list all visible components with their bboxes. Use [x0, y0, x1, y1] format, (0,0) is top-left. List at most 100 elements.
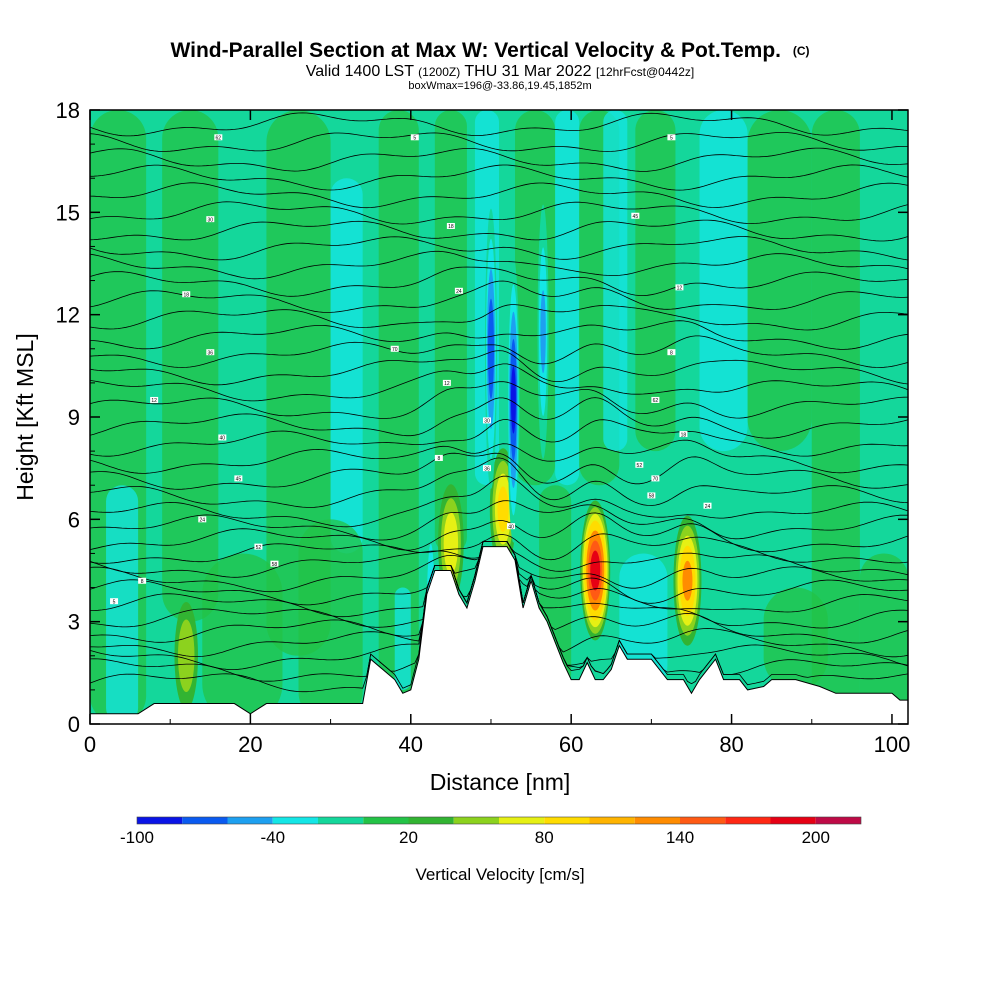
- velocity-band: [763, 587, 828, 690]
- isentrope-line: [90, 219, 908, 242]
- velocity-band: [394, 587, 411, 690]
- isentrope-label: 36: [208, 350, 214, 356]
- colorbar: [136, 816, 862, 825]
- isentrope-label-box: [507, 523, 516, 530]
- velocity-cores: [174, 204, 702, 724]
- colorbar-swatch: [318, 817, 364, 824]
- colorbar-label: Vertical Velocity [cm/s]: [415, 865, 584, 884]
- isentrope-label: 62: [216, 135, 222, 141]
- isentrope-label-box: [442, 379, 451, 386]
- isentrope-label-box: [150, 396, 159, 403]
- isentrope-label: 36: [484, 466, 490, 472]
- velocity-band: [106, 485, 139, 724]
- isentrope-line: [90, 320, 908, 350]
- isentrope-line: [90, 250, 908, 280]
- x-tick-label: 20: [238, 732, 262, 757]
- colorbar-frame: [136, 816, 862, 825]
- colorbar-swatch: [770, 817, 816, 824]
- velocity-band: [202, 553, 283, 724]
- y-tick-label: 12: [56, 303, 80, 328]
- y-tick-label: 9: [68, 405, 80, 430]
- isentrope-label-box: [647, 492, 656, 499]
- chart-title: Wind-Parallel Section at Max W: Vertical…: [170, 39, 809, 62]
- isentrope-label: 40: [508, 524, 514, 530]
- isentrope-label-box: [675, 284, 684, 291]
- isentrope-line: [90, 439, 908, 474]
- isentrope-label-box: [410, 134, 419, 141]
- chart-subtitle: Valid 1400 LST (1200Z) THU 31 Mar 2022 […: [306, 63, 694, 80]
- colorbar-swatch: [137, 817, 183, 824]
- isentrope-label-box: [206, 349, 215, 356]
- colorbar-tick-label: 20: [399, 828, 418, 847]
- y-axis: 0 36 9 12 15 18: [56, 98, 908, 737]
- updraft-core: [497, 486, 509, 532]
- y-tick-label: 15: [56, 200, 80, 225]
- isentrope-line: [90, 457, 908, 508]
- velocity-band: [515, 110, 556, 486]
- isentrope-label-box: [446, 222, 455, 229]
- velocity-band: [266, 110, 331, 656]
- x-tick-label: 0: [84, 732, 96, 757]
- y-tick-label: 0: [68, 712, 80, 737]
- colorbar-swatch: [634, 817, 680, 824]
- isentrope-label: 70: [392, 347, 398, 353]
- isentrope-label-box: [667, 349, 676, 356]
- isentrope-line: [90, 419, 908, 457]
- isentrope-label-box: [482, 465, 491, 472]
- isentrope-label: 58: [272, 562, 278, 568]
- isentrope-label-box: [635, 461, 644, 468]
- colorbar-ticks: -100 -40 20 80 140 200: [120, 828, 830, 847]
- isentrope-label-box: [218, 434, 227, 441]
- colorbar-swatch: [589, 817, 635, 824]
- x-axis-label: Distance [nm]: [430, 769, 571, 795]
- updraft-core: [682, 560, 693, 601]
- isentrope-line: [90, 164, 908, 191]
- isentrope-label: 52: [256, 545, 262, 551]
- downdraft-core: [510, 366, 516, 434]
- isentrope-label: 18: [681, 432, 687, 438]
- colorbar-tick-label: -100: [120, 828, 154, 847]
- isentrope-label-box: [651, 475, 660, 482]
- isentrope-label-box: [110, 598, 119, 605]
- velocity-band: [603, 110, 628, 452]
- isentrope-line: [90, 132, 908, 152]
- colorbar-swatch: [227, 817, 273, 824]
- isentrope-line: [90, 280, 908, 313]
- isentrope-label: 12: [444, 381, 450, 387]
- colorbar-swatch: [499, 817, 545, 824]
- isentrope-line: [90, 397, 908, 439]
- isentrope-label: 12: [677, 286, 683, 292]
- isentrope-line: [90, 236, 908, 261]
- y-axis-label: Height [Kft MSL]: [12, 333, 38, 500]
- isentrope-line: [90, 475, 908, 528]
- isentrope-label-box: [434, 454, 443, 461]
- colorbar-tick-label: -40: [260, 828, 285, 847]
- updraft-core: [443, 512, 459, 575]
- isentrope-line: [90, 266, 908, 297]
- isentrope-line: [90, 500, 908, 541]
- isentrope-line: [90, 350, 908, 386]
- isentrope-label: 30: [208, 217, 214, 223]
- downdraft-core: [540, 290, 546, 374]
- colorbar-swatch: [815, 817, 861, 824]
- isentrope-label: 24: [705, 504, 711, 510]
- isentrope-label: 70: [653, 477, 659, 483]
- colorbar-swatch: [272, 817, 318, 824]
- isentrope-line: [90, 541, 908, 578]
- isentrope-label: 18: [448, 224, 454, 230]
- isentrope-line: [90, 335, 908, 368]
- isentrope-line: [90, 182, 908, 209]
- isentrope-label: 62: [653, 398, 659, 404]
- isentrope-label: 58: [649, 494, 655, 500]
- isentrope-label: 5: [113, 599, 116, 605]
- isentrope-label: 8: [670, 350, 673, 356]
- isentrope-label-box: [138, 577, 147, 584]
- isentrope-line: [90, 201, 908, 225]
- isentrope-label: 5: [670, 135, 673, 141]
- x-axis: 0 20 40 60 80 100: [84, 110, 910, 757]
- velocity-band: [162, 110, 219, 622]
- y-tick-label: 6: [68, 507, 80, 532]
- colorbar-swatch: [182, 817, 228, 824]
- isentrope-label-box: [679, 431, 688, 438]
